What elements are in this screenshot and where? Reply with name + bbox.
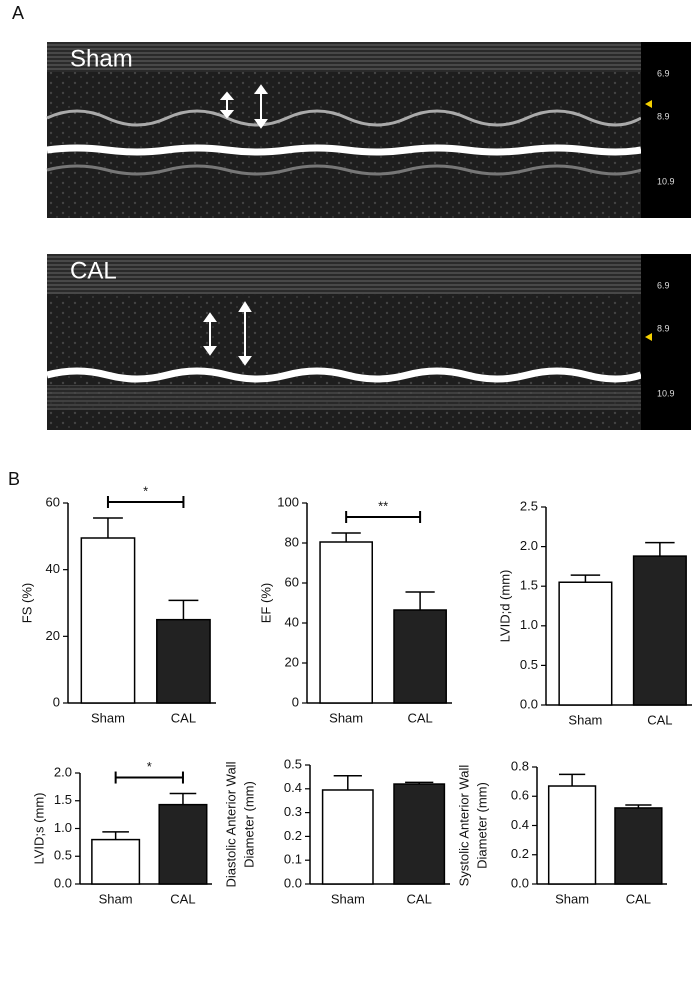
y-tick-label: 40 [285, 614, 299, 629]
ultrasound-image [46, 254, 691, 430]
y-tick-label: 0.4 [284, 780, 302, 795]
y-tick-label: 60 [46, 494, 60, 509]
y-axis-label: Systolic Anterior Wall [456, 765, 471, 887]
y-tick-label: 2.0 [54, 764, 72, 779]
bar [91, 838, 141, 885]
y-tick-label: 0.0 [54, 875, 72, 890]
y-tick-label: 0 [53, 694, 60, 709]
bar [393, 609, 447, 704]
y-tick-label: 2.0 [520, 538, 538, 553]
y-tick-label: 0.1 [284, 852, 302, 867]
bar [547, 785, 597, 885]
y-tick-label: 40 [46, 561, 60, 576]
depth-label: 10.9 [657, 388, 675, 398]
y-axis-label: Diastolic Anterior Wall [223, 761, 238, 887]
y-tick-label: 0 [292, 694, 299, 709]
y-tick-label: 100 [277, 494, 299, 509]
bar [321, 789, 374, 885]
y-tick-label: 1.5 [520, 578, 538, 593]
bar [80, 537, 136, 704]
x-tick-label: CAL [407, 891, 432, 906]
y-tick-label: 0.2 [511, 846, 529, 861]
bar [158, 803, 208, 885]
bar [632, 555, 687, 706]
y-tick-label: 1.0 [54, 820, 72, 835]
ultrasound-image [46, 42, 691, 218]
panel-letter: B [8, 469, 20, 489]
x-tick-label: Sham [568, 712, 602, 727]
y-tick-label: 0.0 [284, 875, 302, 890]
y-axis-label: EF (%) [258, 583, 273, 623]
y-tick-label: 0.5 [520, 657, 538, 672]
x-tick-label: Sham [329, 710, 363, 725]
bar [156, 618, 211, 704]
bar [319, 541, 373, 704]
y-tick-label: 60 [285, 574, 299, 589]
y-tick-label: 20 [285, 654, 299, 669]
significance-label: * [147, 759, 152, 774]
y-tick-label: 0.0 [511, 875, 529, 890]
y-tick-label: 0.2 [284, 828, 302, 843]
y-tick-label: 2.5 [520, 498, 538, 513]
image-label: CAL [70, 257, 117, 284]
depth-label: 6.9 [657, 68, 670, 78]
panel-letter: A [12, 3, 24, 23]
x-tick-label: CAL [171, 710, 196, 725]
significance-label: * [143, 483, 148, 498]
y-tick-label: 0.4 [511, 817, 529, 832]
depth-label: 6.9 [657, 280, 670, 290]
x-tick-label: Sham [99, 891, 133, 906]
y-axis-label: LVID;s (mm) [31, 793, 46, 865]
significance-label: ** [378, 498, 388, 513]
y-axis-label: FS (%) [19, 583, 34, 623]
y-tick-label: 0.3 [284, 804, 302, 819]
bar [614, 807, 663, 885]
x-tick-label: CAL [170, 891, 195, 906]
bar [393, 783, 446, 885]
x-tick-label: CAL [647, 712, 672, 727]
x-tick-label: Sham [555, 891, 589, 906]
y-tick-label: 20 [46, 628, 60, 643]
y-axis-label: Diameter (mm) [241, 781, 256, 868]
y-tick-label: 0.5 [54, 848, 72, 863]
bar [558, 581, 613, 706]
y-tick-label: 1.5 [54, 792, 72, 807]
image-label: Sham [70, 45, 133, 72]
depth-label: 10.9 [657, 176, 675, 186]
depth-label: 8.9 [657, 323, 670, 333]
y-axis-label: LVID;d (mm) [497, 570, 512, 643]
y-tick-label: 0.5 [284, 756, 302, 771]
x-tick-label: CAL [626, 891, 651, 906]
x-tick-label: CAL [407, 710, 432, 725]
y-tick-label: 1.0 [520, 617, 538, 632]
y-tick-label: 0.6 [511, 788, 529, 803]
y-axis-label: Diameter (mm) [474, 782, 489, 869]
x-tick-label: Sham [91, 710, 125, 725]
y-tick-label: 0.0 [520, 696, 538, 711]
x-tick-label: Sham [331, 891, 365, 906]
depth-label: 8.9 [657, 111, 670, 121]
y-tick-label: 0.8 [511, 758, 529, 773]
y-tick-label: 80 [285, 534, 299, 549]
